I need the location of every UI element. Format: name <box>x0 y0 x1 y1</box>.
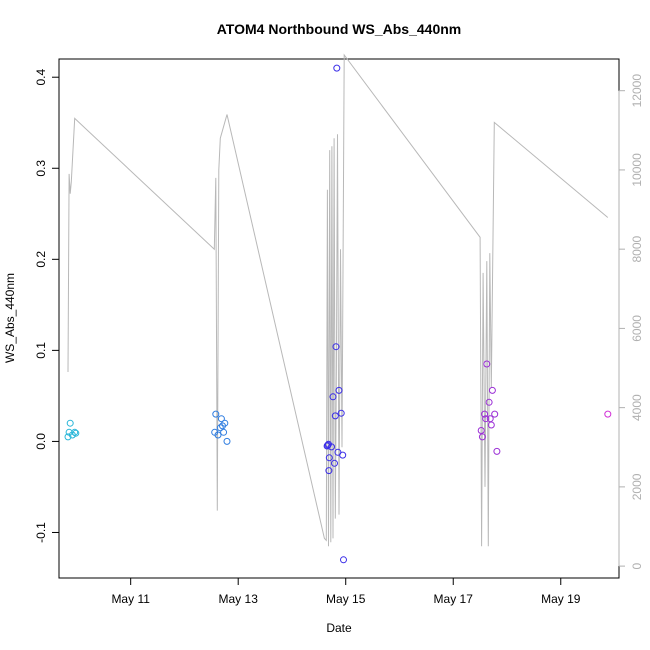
x-tick-label: May 17 <box>434 592 474 606</box>
data-point-2-4 <box>325 467 333 475</box>
data-point-0-0 <box>64 433 72 441</box>
y2-tick-label: 12000 <box>630 74 644 108</box>
y-tick-label: 0.0 <box>34 433 48 450</box>
data-point-1-7 <box>221 419 229 427</box>
data-point-2-3 <box>325 454 333 462</box>
series-line-5 <box>67 53 609 547</box>
y2-tick-label: 2000 <box>630 473 644 500</box>
x-axis-label: Date <box>326 621 352 635</box>
data-point-1-4 <box>217 415 225 423</box>
data-point-2-0 <box>323 442 331 450</box>
data-point-0-4 <box>71 428 79 436</box>
data-point-1-8 <box>223 437 231 445</box>
data-point-2-12 <box>335 386 343 394</box>
y-tick-label: -0.1 <box>34 522 48 543</box>
data-point-2-5 <box>328 443 335 451</box>
y2-tick-label: 8000 <box>630 235 644 262</box>
data-point-2-8 <box>331 412 339 420</box>
y-tick-label: 0.3 <box>34 160 48 177</box>
y2-tick-label: 0 <box>630 562 644 569</box>
data-point-3-7 <box>487 421 495 429</box>
data-point-3-9 <box>491 410 499 418</box>
data-point-1-6 <box>220 428 228 436</box>
data-point-3-1 <box>478 433 486 441</box>
data-point-1-3 <box>216 424 224 432</box>
data-point-2-1 <box>324 441 332 449</box>
data-point-2-6 <box>329 393 337 401</box>
y-tick-label: 0.1 <box>34 342 48 359</box>
data-point-4-0 <box>604 410 612 418</box>
data-point-2-14 <box>339 451 347 459</box>
data-point-3-0 <box>477 427 485 434</box>
data-point-2-15 <box>340 556 347 564</box>
y2-tick-label: 10000 <box>630 153 644 187</box>
series-layer <box>64 53 612 564</box>
y-tick-label: 0.4 <box>34 69 48 86</box>
data-point-0-5 <box>72 429 80 437</box>
data-point-2-13 <box>337 409 345 417</box>
data-point-3-2 <box>481 410 489 418</box>
chart-title: ATOM4 Northbound WS_Abs_440nm <box>217 21 462 37</box>
x-tick-label: May 11 <box>111 592 150 606</box>
data-point-3-4 <box>483 360 491 368</box>
x-tick-label: May 15 <box>326 592 366 606</box>
data-point-2-10 <box>333 64 341 72</box>
y2-tick-label: 4000 <box>630 394 644 421</box>
y2-tick-label: 6000 <box>630 315 644 342</box>
y-axis-label: WS_Abs_440nm <box>3 273 17 363</box>
data-point-3-5 <box>485 398 493 406</box>
axes-layer: May 11 May 13 May 15 May 17 May 19 -0.1 0.0 0.1… <box>34 69 644 606</box>
x-tick-label: May 13 <box>219 592 259 606</box>
data-point-3-8 <box>488 386 496 394</box>
data-point-0-2 <box>66 419 74 427</box>
data-point-3-10 <box>493 447 501 455</box>
y-tick-label: 0.2 <box>34 251 48 268</box>
data-point-1-0 <box>212 410 220 418</box>
x-tick-label: May 19 <box>541 592 581 606</box>
data-point-2-9 <box>332 343 340 351</box>
data-point-3-3 <box>482 415 490 423</box>
data-point-2-7 <box>331 459 338 467</box>
data-point-1-2 <box>214 431 222 439</box>
